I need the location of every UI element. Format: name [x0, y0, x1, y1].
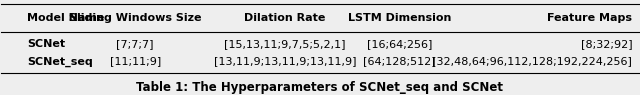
- Text: [7;7;7]: [7;7;7]: [116, 40, 154, 49]
- Text: [11;11;9]: [11;11;9]: [109, 56, 161, 66]
- Text: [15,13,11;9,7,5;5,2,1]: [15,13,11;9,7,5;5,2,1]: [224, 40, 346, 49]
- Text: [32,48,64;96,112,128;192,224,256]: [32,48,64;96,112,128;192,224,256]: [433, 56, 632, 66]
- Text: SCNet: SCNet: [27, 40, 65, 49]
- Text: Model Name: Model Name: [27, 13, 104, 23]
- Text: Feature Maps: Feature Maps: [547, 13, 632, 23]
- Text: [13,11,9;13,11,9;13,11,9]: [13,11,9;13,11,9;13,11,9]: [214, 56, 356, 66]
- Text: SCNet_seq: SCNet_seq: [27, 56, 93, 66]
- Text: LSTM Dimension: LSTM Dimension: [348, 13, 451, 23]
- Text: Table 1: The Hyperparameters of SCNet_seq and SCNet: Table 1: The Hyperparameters of SCNet_se…: [136, 81, 504, 94]
- Text: [8;32;92]: [8;32;92]: [580, 40, 632, 49]
- Text: Sliding Windows Size: Sliding Windows Size: [69, 13, 202, 23]
- Text: Dilation Rate: Dilation Rate: [244, 13, 326, 23]
- Text: [64;128;512]: [64;128;512]: [364, 56, 436, 66]
- Text: [16;64;256]: [16;64;256]: [367, 40, 433, 49]
